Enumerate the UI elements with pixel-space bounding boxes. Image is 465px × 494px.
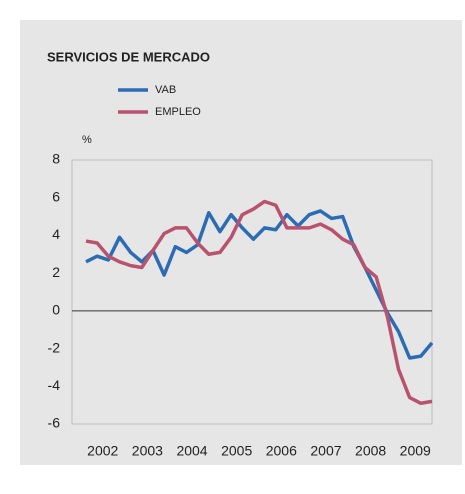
x-tick-label: 2009 — [400, 443, 431, 459]
x-tick-label: 2007 — [310, 443, 341, 459]
y-tick-label: 0 — [52, 302, 60, 318]
legend-label: VAB — [155, 84, 176, 96]
plot-frame — [71, 159, 433, 425]
x-tick-label: 2006 — [266, 443, 297, 459]
y-tick-label: -2 — [48, 339, 61, 355]
line-series — [85, 199, 433, 406]
y-tick-label: 4 — [52, 226, 60, 242]
x-tick-label: 2003 — [132, 443, 163, 459]
line-series — [85, 209, 434, 360]
y-tick-label: 2 — [52, 264, 60, 280]
y-axis-label: % — [82, 134, 92, 146]
legend-label: EMPLEO — [155, 106, 201, 118]
y-tick-label: -6 — [48, 415, 61, 431]
y-tick-label: -4 — [48, 377, 61, 393]
x-tick-label: 2008 — [355, 443, 386, 459]
chart-title: SERVICIOS DE MERCADO — [47, 49, 210, 64]
x-tick-label: 2002 — [87, 443, 118, 459]
y-tick-label: 8 — [52, 151, 60, 167]
x-tick-label: 2005 — [221, 443, 252, 459]
x-tick-label: 2004 — [176, 443, 207, 459]
y-tick-label: 6 — [52, 188, 60, 204]
